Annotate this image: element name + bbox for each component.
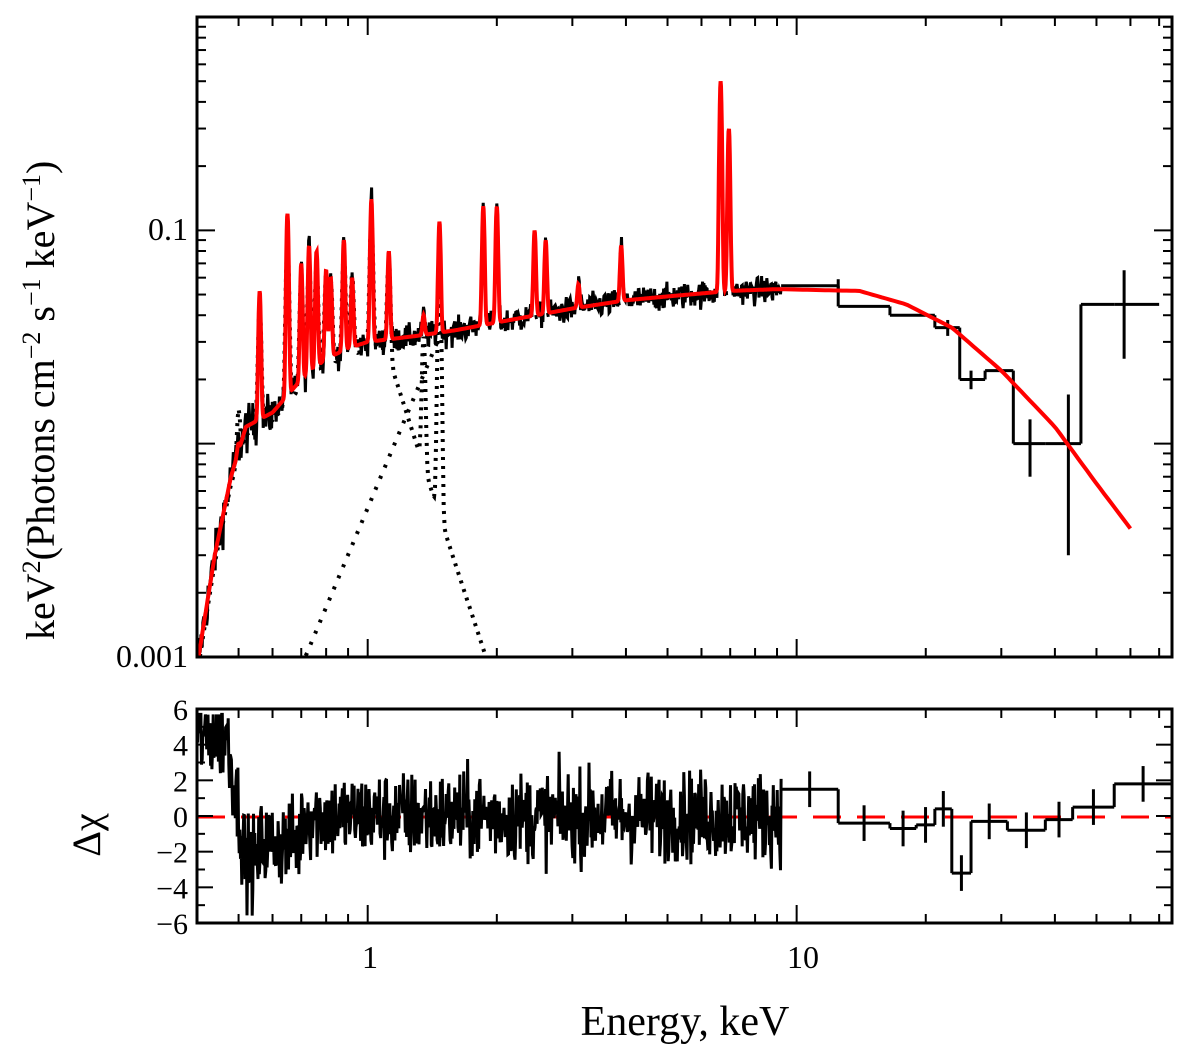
spectrum-ylabel: keV2(Photons cm−2 s−1 keV−1) <box>17 161 63 640</box>
xtick-label-1: 1 <box>362 939 378 975</box>
spectrum-frame <box>195 15 1174 659</box>
residual-ytick-label: −4 <box>156 872 188 905</box>
x-axis-label: Energy, keV <box>581 999 790 1045</box>
residual-ytick-label: 0 <box>173 801 188 834</box>
observed-spectrum <box>197 88 1160 657</box>
spectrum-ticks <box>196 17 1172 658</box>
residual-ytick-label: −2 <box>156 837 188 870</box>
mid-component-curve <box>303 289 782 657</box>
model-line <box>197 81 1133 657</box>
residual-data <box>197 712 1172 916</box>
mid-component-line <box>303 289 782 657</box>
ytick-label-0.001: 0.001 <box>116 638 188 674</box>
residual-ytick-label: −6 <box>156 908 188 941</box>
residual-ticks <box>196 708 1172 924</box>
residual-ytick-label: 2 <box>173 765 188 798</box>
residual-ytick-label: 4 <box>173 730 188 763</box>
residual-trace <box>197 712 783 916</box>
spectrum-panel: 0.1 0.001 keV2(Photons cm−2 s−1 keV−1) <box>17 15 1174 674</box>
model-curve <box>197 81 1133 657</box>
ytick-label-0.1: 0.1 <box>148 211 188 247</box>
residual-ytick-label: 6 <box>173 694 188 727</box>
xtick-label-10: 10 <box>787 939 819 975</box>
residual-ylabel: Δχ <box>64 813 109 857</box>
